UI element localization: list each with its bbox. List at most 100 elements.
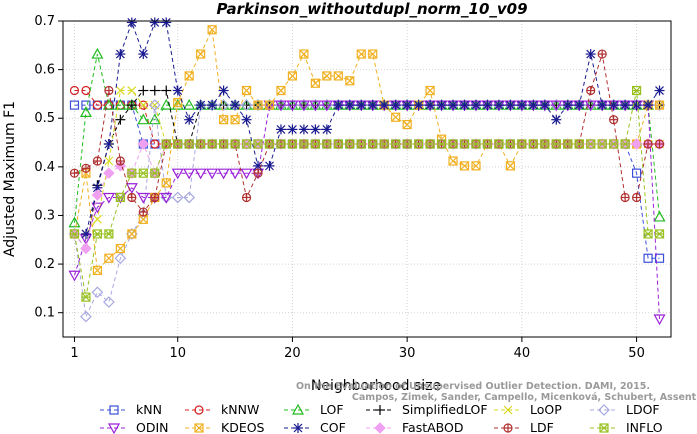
data-point [127, 86, 137, 95]
x-tick-label: 10 [169, 346, 186, 361]
data-point [287, 124, 298, 135]
data-point [183, 98, 196, 110]
data-point [79, 106, 92, 117]
data-point [160, 192, 173, 204]
data-point [264, 100, 275, 110]
data-point [653, 314, 666, 326]
series-layer [68, 17, 666, 326]
data-point [414, 139, 424, 149]
data-point [653, 210, 666, 222]
data-point [149, 17, 160, 28]
y-tick-label: 0.6 [34, 63, 55, 78]
data-point [291, 403, 305, 415]
data-point [413, 100, 424, 111]
data-point [138, 214, 148, 224]
data-point [114, 98, 127, 110]
data-point [459, 139, 470, 149]
data-point [276, 139, 286, 149]
data-point [161, 178, 171, 188]
data-point [287, 71, 298, 81]
legend-label: LDOF [626, 402, 660, 417]
data-point [103, 138, 114, 149]
data-point [126, 100, 137, 111]
data-point [367, 100, 378, 111]
data-point [127, 229, 137, 239]
data-point [391, 139, 401, 149]
data-point [91, 286, 104, 299]
data-point [252, 99, 264, 111]
data-point [310, 139, 320, 149]
data-point [425, 100, 436, 111]
y-tick-label: 0.1 [34, 306, 55, 321]
data-point [379, 139, 389, 149]
data-point [482, 100, 493, 111]
data-point [471, 139, 481, 149]
data-point [253, 139, 263, 149]
data-point [138, 100, 148, 110]
data-point [517, 139, 527, 149]
data-point [643, 139, 653, 149]
data-point [217, 168, 230, 180]
data-point [586, 139, 596, 149]
data-point [482, 139, 493, 149]
data-point [241, 85, 252, 96]
data-point [597, 100, 608, 111]
data-point [345, 139, 355, 149]
data-point [171, 168, 184, 180]
data-point [631, 168, 642, 178]
legend-label: LoOP [530, 402, 562, 417]
legend-item-knnw: kNNW [185, 402, 259, 417]
data-point [173, 98, 183, 108]
data-point [540, 139, 550, 149]
data-point [609, 115, 619, 125]
data-point [436, 100, 447, 111]
data-point [137, 138, 150, 150]
data-point [597, 139, 607, 149]
y-axis: 0.1 0.2 0.3 0.4 0.5 0.6 0.7 [34, 14, 63, 321]
data-point [654, 139, 665, 149]
data-point [654, 229, 665, 239]
data-point [494, 139, 504, 149]
data-point [505, 139, 515, 149]
data-point [102, 98, 115, 110]
data-point [80, 310, 92, 323]
data-point [91, 47, 104, 59]
data-point [68, 270, 81, 282]
data-point [229, 168, 242, 180]
data-point [275, 124, 286, 135]
data-point [92, 229, 103, 239]
data-point [276, 85, 286, 96]
data-point [171, 191, 184, 204]
data-point [241, 114, 252, 125]
data-point [230, 100, 241, 111]
data-point [104, 85, 114, 96]
y-tick-label: 0.4 [34, 160, 55, 175]
series-line [74, 104, 660, 320]
data-point [598, 404, 610, 416]
data-point [653, 99, 666, 111]
legend-item-lof: LOF [284, 402, 344, 417]
data-point [402, 119, 412, 130]
data-point [654, 100, 665, 110]
data-point [138, 168, 148, 178]
data-point [183, 191, 196, 204]
data-point [92, 214, 102, 224]
data-point [196, 49, 206, 59]
data-point [207, 100, 218, 111]
legend-item-kdeos: KDEOS [185, 420, 265, 434]
legend-item-fastabod: FastABOD [366, 420, 464, 434]
data-point [293, 423, 303, 433]
data-point [69, 168, 80, 178]
legend-item-simplifiedlof: SimplifiedLOF [366, 402, 488, 417]
data-point [219, 139, 229, 149]
data-point [194, 423, 204, 433]
data-point [194, 405, 204, 415]
data-point [149, 85, 160, 96]
data-point [230, 115, 240, 125]
data-point [138, 49, 149, 60]
data-point [92, 100, 103, 110]
data-point [436, 139, 447, 149]
data-point [375, 405, 385, 415]
data-point [356, 139, 366, 149]
